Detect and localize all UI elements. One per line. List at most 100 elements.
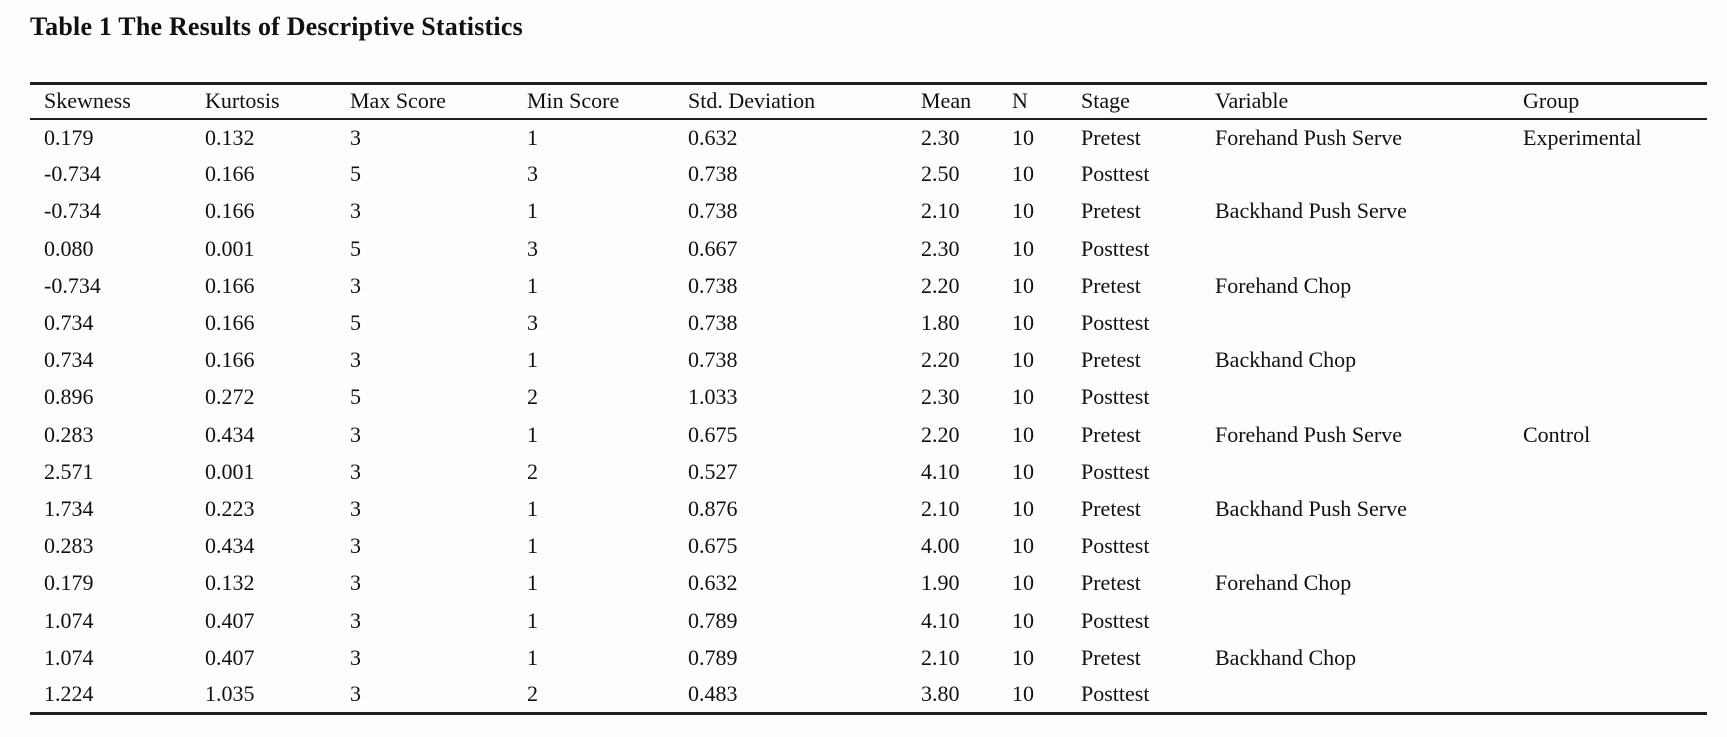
table-cell: 0.272 [205,384,255,410]
table-cell: 2.20 [921,421,960,447]
table-cell: 2.30 [921,384,960,410]
table-cell: 0.166 [205,347,255,373]
table-cell: Pretest [1081,272,1141,298]
table-cell [1201,676,1509,713]
header-row: Skewness Kurtosis Max Score Min Score St… [30,83,1707,120]
table-cell: 1.80 [921,310,960,336]
table-cell: 0.483 [688,681,738,707]
table-row: 1.074 0.407 3 1 0.789 2.10 10 Pretest Backhand C… [30,639,1707,676]
table-cell: 3 [350,458,361,484]
table-cell: 0.166 [205,161,255,187]
table-cell: 2.20 [921,347,960,373]
table-cell: 10 [1012,607,1034,633]
table-cell: Forehand Push Serve [1215,124,1402,150]
table-cell: 0.166 [205,272,255,298]
table-cell: 10 [1012,310,1034,336]
table-cell: 0.434 [205,533,255,559]
table-row: 0.896 0.272 5 2 1.033 2.30 10 Posttest [30,379,1707,416]
table-cell [1509,342,1707,379]
table-cell: 3 [350,124,361,150]
table-row: -0.734 0.166 3 1 0.738 2.10 10 Pretest Backhand … [30,193,1707,230]
table-cell: 0.166 [205,310,255,336]
table-cell: 3.80 [921,681,960,707]
table-cell: Control [1523,421,1591,447]
table-cell: 3 [527,310,538,336]
table-cell: 3 [350,347,361,373]
table-cell: 10 [1012,681,1034,707]
table-cell: Forehand Chop [1215,272,1352,298]
table-cell [1509,639,1707,676]
table-cell: 2.50 [921,161,960,187]
table-cell: 10 [1012,124,1034,150]
column-header-min-score: Min Score [513,83,674,120]
table-cell: 1 [527,124,538,150]
table-cell: 3 [350,607,361,633]
table-cell: 1 [527,644,538,670]
table-row: 0.179 0.132 3 1 0.632 1.90 10 Pretest Forehand C… [30,565,1707,602]
column-header-stage: Stage [1067,83,1201,120]
table-cell [1201,304,1509,341]
table-cell [1201,453,1509,490]
table-cell: 1.224 [44,681,94,707]
table-cell: 0.738 [688,161,738,187]
table-cell: 2.20 [921,272,960,298]
table-cell: Pretest [1081,644,1141,670]
table-cell [1509,267,1707,304]
table-cell: 0.001 [205,235,255,261]
column-header-skewness: Skewness [30,83,191,120]
table-cell: 2.30 [921,124,960,150]
table-cell: 4.10 [921,458,960,484]
table-cell [1509,193,1707,230]
table-cell: Posttest [1081,607,1150,633]
table-cell: 0.283 [44,533,94,559]
table-cell: Posttest [1081,681,1150,707]
table-cell [1509,379,1707,416]
table-cell: 1.033 [688,384,738,410]
table-cell: 5 [350,161,361,187]
table-cell: 0.632 [688,124,738,150]
table-cell: 0.738 [688,347,738,373]
table-cell: 0.667 [688,235,738,261]
table-cell: Pretest [1081,198,1141,224]
table-cell: 3 [527,161,538,187]
table-cell: -0.734 [44,198,101,224]
table-cell: 10 [1012,421,1034,447]
table-cell: 1.035 [205,681,255,707]
table-cell: 0.407 [205,644,255,670]
table-cell [1201,379,1509,416]
table-cell: 0.876 [688,495,738,521]
table-cell: 10 [1012,570,1034,596]
table-cell: 0.734 [44,310,94,336]
column-header-max-score: Max Score [336,83,513,120]
table-cell: 1 [527,533,538,559]
table-title: Table 1 The Results of Descriptive Stati… [30,12,523,41]
table-cell: 4.10 [921,607,960,633]
table-cell: 10 [1012,644,1034,670]
table-cell [1509,676,1707,713]
table-body: 0.179 0.132 3 1 0.632 2.30 10 Pretest Forehand P… [30,119,1707,714]
table-cell: 2.571 [44,458,94,484]
column-header-std-deviation: Std. Deviation [674,83,907,120]
table-cell: 3 [350,421,361,447]
table-cell [1509,565,1707,602]
table-cell: 0.001 [205,458,255,484]
table-cell: Posttest [1081,384,1150,410]
column-header-mean: Mean [907,83,998,120]
table-cell: 0.407 [205,607,255,633]
table-cell: 3 [350,533,361,559]
table-cell: 5 [350,310,361,336]
table-cell: 4.00 [921,533,960,559]
table-cell: Backhand Chop [1215,347,1357,373]
column-header-variable: Variable [1201,83,1509,120]
table-cell: 10 [1012,272,1034,298]
table-cell: Backhand Push Serve [1215,495,1407,521]
table-cell: 0.179 [44,570,94,596]
column-header-kurtosis: Kurtosis [191,83,336,120]
table-cell: 0.080 [44,235,94,261]
table-cell: 1 [527,495,538,521]
table-row: 0.179 0.132 3 1 0.632 2.30 10 Pretest Forehand P… [30,119,1707,156]
table-cell: 0.789 [688,607,738,633]
table-row: 0.734 0.166 5 3 0.738 1.80 10 Posttest [30,304,1707,341]
table-cell: 5 [350,235,361,261]
